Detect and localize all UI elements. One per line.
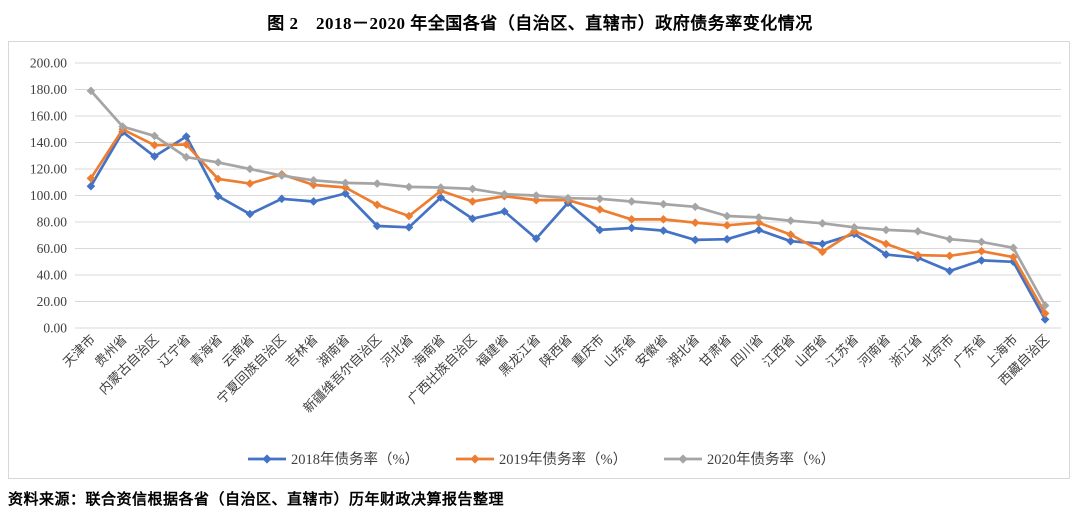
legend-diamond-icon (678, 454, 688, 464)
x-axis-category-label: 安徽省 (632, 332, 670, 370)
x-axis-category-label: 天津市 (60, 332, 98, 370)
legend-label: 2020年债务率（%） (707, 451, 835, 468)
y-axis-tick-label: 100.00 (30, 188, 67, 203)
legend-label: 2019年债务率（%） (499, 451, 627, 468)
series-line-1 (89, 127, 1047, 315)
chart-area: 0.00 20.00 40.00 60.00 80.00 100.00 120.00 140.… (8, 41, 1070, 479)
x-axis-category-label: 四川省 (728, 332, 766, 370)
series-markers-1 (86, 124, 1050, 318)
y-axis-tick-label: 0.00 (43, 321, 67, 336)
x-axis-category-label: 青海省 (187, 332, 225, 370)
x-axis-category-label: 浙江省 (887, 332, 925, 370)
x-axis-category-label: 河南省 (855, 332, 893, 370)
y-axis-tick-label: 40.00 (37, 268, 68, 283)
legend-diamond-icon (470, 454, 480, 464)
x-axis-category-label: 甘肃省 (696, 332, 734, 370)
x-axis-category-label: 江西省 (760, 332, 798, 370)
y-axis-tick-label: 160.00 (30, 109, 67, 124)
y-axis-tick-label: 80.00 (37, 215, 68, 230)
series-markers-0 (86, 127, 1050, 324)
x-axis-category-label: 江苏省 (823, 332, 861, 370)
legend-label: 2018年债务率（%） (291, 451, 419, 468)
x-axis-category-label: 吉林省 (282, 332, 320, 370)
series-line-0 (89, 130, 1047, 321)
y-axis-tick-label: 200.00 (30, 56, 67, 71)
legend-item-2: 2020年债务率（%） (664, 451, 835, 468)
y-axis-tick-label: 180.00 (30, 82, 67, 97)
legend-diamond-icon (262, 454, 272, 464)
legend-item-1: 2019年债务率（%） (456, 451, 627, 468)
y-axis-tick-label: 140.00 (30, 135, 67, 150)
y-axis-tick-label: 20.00 (37, 294, 68, 309)
x-axis-category-label: 辽宁省 (155, 332, 193, 370)
x-axis-category-label: 广东省 (950, 332, 988, 370)
series-markers-2 (86, 86, 1050, 310)
y-axis-tick-label: 120.00 (30, 162, 67, 177)
source-note: 资料来源：联合资信根据各省（自治区、直辖市）历年财政决算报告整理 (8, 492, 505, 508)
x-axis-category-label: 河北省 (378, 332, 416, 370)
x-axis-category-label: 重庆市 (569, 332, 607, 370)
x-axis-category-label: 北京市 (919, 332, 957, 370)
debt-ratio-line-chart: 0.00 20.00 40.00 60.00 80.00 100.00 120.00 140.… (30, 56, 1061, 468)
x-axis-category-label: 湖北省 (664, 332, 702, 370)
x-axis-category-label: 陕西省 (537, 332, 575, 370)
chart-title: 图 2 2018－2020 年全国各省（自治区、直辖市）政府债务率变化情况 (267, 14, 813, 33)
x-axis-category-label: 山西省 (791, 332, 829, 370)
x-axis-category-label: 山东省 (601, 332, 639, 370)
legend-item-0: 2018年债务率（%） (248, 451, 419, 468)
y-axis-tick-label: 60.00 (37, 241, 68, 256)
